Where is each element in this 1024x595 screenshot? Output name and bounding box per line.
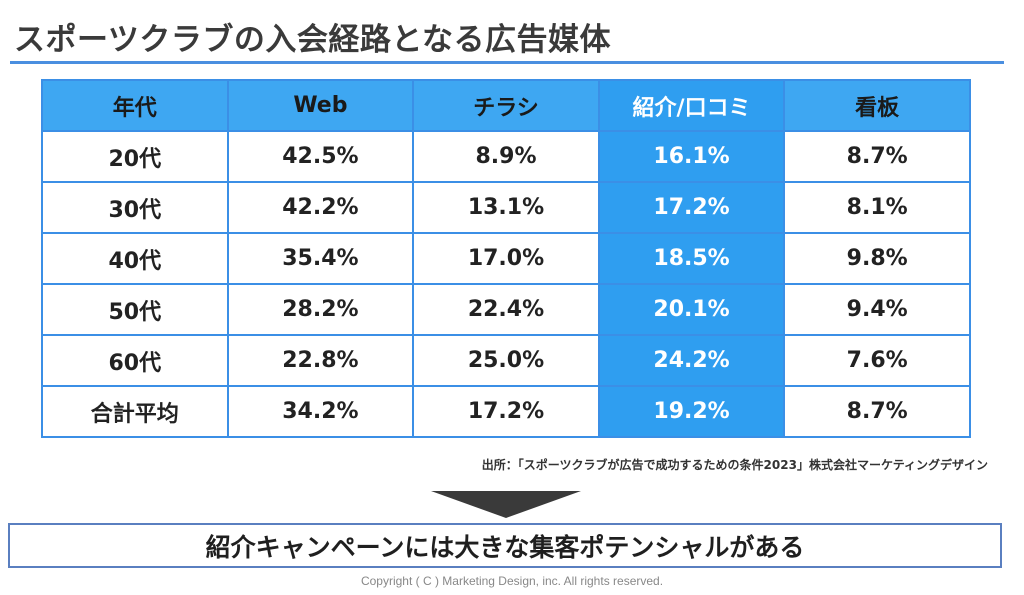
cell-signboard: 8.1% (783, 181, 971, 234)
cell-age: 20代 (41, 130, 229, 183)
cell-referral: 19.2% (597, 385, 786, 438)
cell-signboard: 9.8% (783, 232, 971, 285)
table-row-average: 合計平均 34.2% 17.2% 19.2% 8.7% (41, 385, 971, 438)
copyright-footer: Copyright ( C ) Marketing Design, inc. A… (360, 574, 664, 588)
cell-web: 28.2% (226, 283, 415, 336)
table-row: 40代 35.4% 17.0% 18.5% 9.8% (41, 232, 971, 285)
conclusion-text: 紹介キャンペーンには大きな集客ポテンシャルがある (205, 532, 805, 562)
cell-referral: 24.2% (597, 334, 786, 387)
cell-age: 30代 (41, 181, 229, 234)
cell-flyer: 17.0% (412, 232, 600, 285)
cell-age: 40代 (41, 232, 229, 285)
cell-signboard: 8.7% (783, 385, 971, 438)
table-row: 30代 42.2% 13.1% 17.2% 8.1% (41, 181, 971, 234)
cell-web: 35.4% (226, 232, 415, 285)
cell-referral: 16.1% (597, 130, 786, 183)
cell-flyer: 22.4% (412, 283, 600, 336)
cell-referral: 17.2% (597, 181, 786, 234)
table-row: 50代 28.2% 22.4% 20.1% 9.4% (41, 283, 971, 336)
header-web: Web (226, 79, 415, 132)
table-header-row: 年代 Web チラシ 紹介/口コミ 看板 (41, 79, 971, 132)
table-row: 20代 42.5% 8.9% 16.1% 8.7% (41, 130, 971, 183)
cell-signboard: 7.6% (783, 334, 971, 387)
cell-referral: 18.5% (597, 232, 786, 285)
source-note: 出所：「スポーツクラブが広告で成功するための条件2023」株式会社マーケティング… (481, 458, 988, 472)
conclusion-box: 紹介キャンペーンには大きな集客ポテンシャルがある (8, 523, 1002, 568)
cell-flyer: 25.0% (412, 334, 600, 387)
page-title: スポーツクラブの入会経路となる広告媒体 (14, 22, 611, 58)
header-referral: 紹介/口コミ (597, 79, 786, 132)
cell-flyer: 17.2% (412, 385, 600, 438)
cell-web: 22.8% (226, 334, 415, 387)
cell-age: 60代 (41, 334, 229, 387)
title-underline (10, 61, 1004, 64)
cell-signboard: 9.4% (783, 283, 971, 336)
header-signboard: 看板 (783, 79, 971, 132)
cell-age: 合計平均 (41, 385, 229, 438)
cell-age: 50代 (41, 283, 229, 336)
down-arrow-icon (431, 491, 581, 518)
header-age: 年代 (41, 79, 229, 132)
cell-referral: 20.1% (597, 283, 786, 336)
cell-web: 42.5% (226, 130, 415, 183)
cell-flyer: 13.1% (412, 181, 600, 234)
table-row: 60代 22.8% 25.0% 24.2% 7.6% (41, 334, 971, 387)
cell-signboard: 8.7% (783, 130, 971, 183)
cell-web: 42.2% (226, 181, 415, 234)
header-flyer: チラシ (412, 79, 600, 132)
cell-flyer: 8.9% (412, 130, 600, 183)
media-table: 年代 Web チラシ 紹介/口コミ 看板 20代 42.5% 8.9% 16.1… (41, 79, 971, 438)
cell-web: 34.2% (226, 385, 415, 438)
